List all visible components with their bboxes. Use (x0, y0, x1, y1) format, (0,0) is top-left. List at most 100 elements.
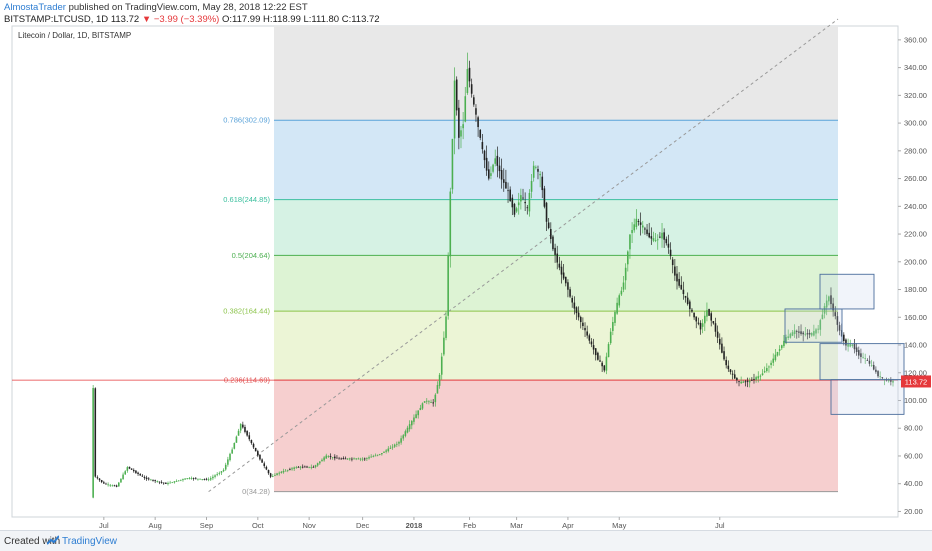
candle-body (836, 316, 839, 325)
candle-body (92, 387, 94, 498)
candle-body (780, 345, 783, 349)
candle-body (160, 482, 163, 483)
candle-body (368, 457, 370, 459)
candle-body (167, 482, 169, 485)
candle-body (115, 485, 118, 487)
candle-body (267, 470, 270, 474)
candle-body (214, 475, 216, 477)
candle-body (524, 201, 526, 204)
candle-body (413, 417, 415, 422)
fib-label-6: 0(34.28) (242, 487, 270, 496)
candle-body (355, 458, 357, 460)
candle-body (612, 321, 614, 331)
candle-body (505, 181, 507, 189)
candle-body (592, 345, 595, 350)
candle-body (663, 232, 665, 240)
fib-zone-2 (274, 120, 838, 200)
candle-body (573, 302, 576, 309)
candle-body (785, 337, 787, 344)
candle-body (627, 251, 629, 265)
candle-body (556, 253, 559, 263)
candle-body (676, 273, 678, 282)
candle-body (419, 407, 422, 411)
candle-body (605, 356, 608, 371)
candle-body (789, 333, 792, 338)
candle-body (171, 482, 174, 484)
candle-body (306, 466, 308, 468)
candle-body (682, 289, 685, 295)
candle-body (537, 169, 539, 172)
candle-body (830, 295, 832, 305)
candle-body (128, 466, 131, 469)
price-chart[interactable]: 0.786(302.09) 0.618(244.85) 0.5(204.64) 0.3… (0, 0, 932, 530)
candle-body (113, 485, 116, 487)
tradingview-logo-icon (47, 535, 59, 545)
author-link[interactable]: AlmostaTrader (4, 2, 66, 13)
candle-body (143, 477, 146, 479)
y-tick-label-12: 260.00 (904, 174, 927, 183)
tradingview-link[interactable]: TradingView (62, 536, 118, 547)
candle-body (766, 368, 768, 372)
candle-body (597, 352, 599, 360)
candle-body (680, 284, 683, 290)
x-tick-label-11: Jul (715, 521, 725, 530)
candle-body (515, 208, 518, 212)
candle-body (477, 117, 479, 128)
candle-body (276, 473, 278, 476)
candle-body (231, 449, 233, 454)
candle-body (654, 240, 657, 242)
box-1[interactable] (784, 308, 843, 343)
y-tick-label-1: 40.00 (904, 479, 923, 488)
candle-body (800, 331, 802, 334)
candle-body (601, 362, 603, 367)
candle-body (430, 401, 432, 403)
box-2[interactable] (819, 273, 875, 310)
candle-body (500, 170, 503, 180)
candle-body (348, 458, 351, 460)
candle-body (723, 351, 725, 360)
candle-body (220, 471, 223, 473)
candle-body (535, 166, 537, 168)
candle-body (727, 365, 730, 370)
candle-body (819, 320, 822, 330)
candle-body (607, 344, 610, 358)
box-4[interactable] (830, 379, 905, 415)
candle-body (103, 482, 105, 484)
y-tick-label-15: 320.00 (904, 91, 927, 100)
candle-body (686, 297, 689, 305)
candle-body (111, 485, 114, 487)
candle-body (507, 190, 509, 192)
y-tick-label-7: 160.00 (904, 313, 927, 322)
candle-body (808, 332, 811, 335)
candle-body (473, 97, 475, 105)
candle-body (520, 195, 522, 202)
candle-body (479, 129, 482, 138)
candle-body (158, 481, 161, 483)
candle-body (190, 478, 193, 479)
candle-body (706, 310, 708, 317)
candle-body (460, 130, 462, 137)
candle-body (614, 312, 616, 323)
candle-body (415, 414, 417, 419)
ohlc-text: O:117.99 H:118.99 L:111.80 C:113.72 (221, 14, 380, 25)
candle-body (547, 222, 550, 229)
x-tick-label-10: May (612, 521, 626, 530)
candle-body (823, 306, 826, 314)
candle-body (584, 327, 586, 331)
candle-body (201, 479, 204, 480)
candle-body (209, 478, 212, 480)
candle-body (487, 169, 490, 179)
candle-body (212, 476, 214, 479)
candle-body (434, 394, 437, 403)
candle-body (124, 471, 127, 475)
candle-body (323, 457, 325, 461)
candle-body (857, 350, 860, 356)
candle-body (180, 479, 182, 481)
candle-body (590, 341, 593, 345)
candle-body (203, 479, 206, 480)
candle-body (678, 278, 680, 286)
candle-body (496, 155, 499, 166)
candle-body (169, 482, 171, 484)
candle-body (616, 302, 618, 314)
box-3[interactable] (819, 343, 905, 381)
